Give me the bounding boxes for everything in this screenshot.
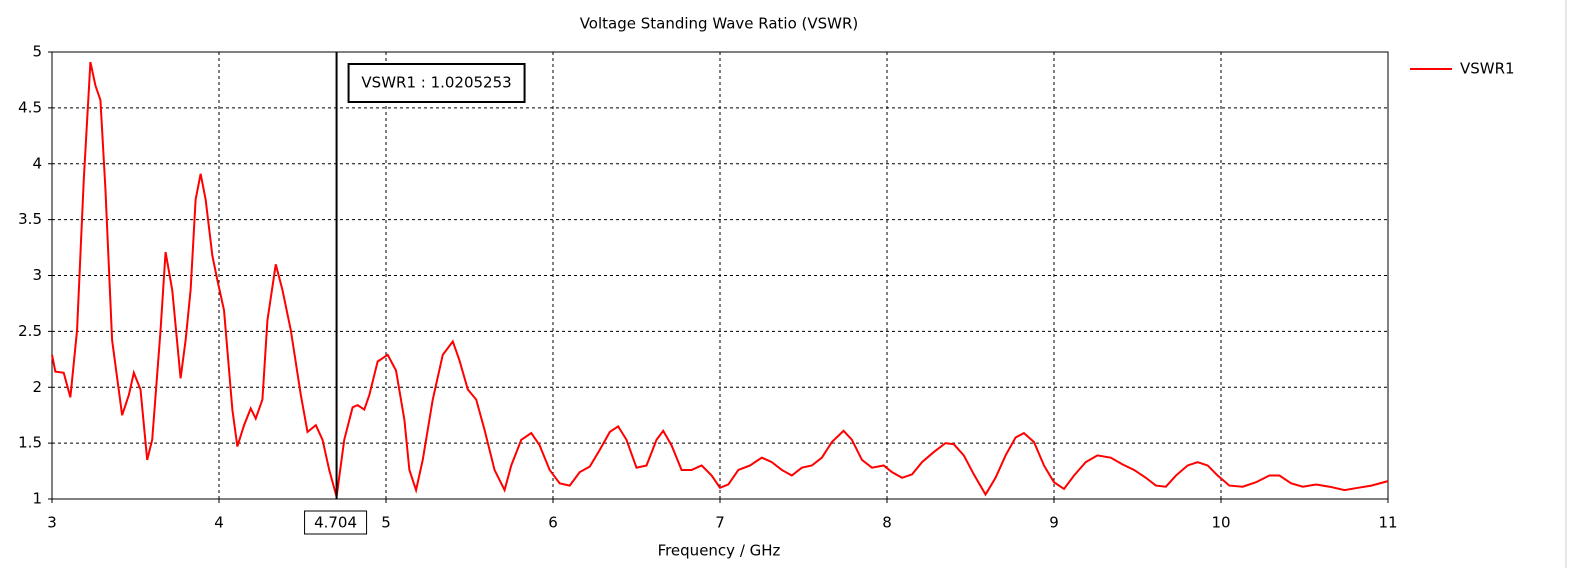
y-tick-label: 4.5 <box>18 98 42 116</box>
x-tick-label: 5 <box>381 514 391 532</box>
legend-label: VSWR1 <box>1460 60 1515 78</box>
x-tick-label: 6 <box>548 514 558 532</box>
x-tick-label: 10 <box>1211 514 1230 532</box>
x-tick-label: 7 <box>715 514 725 532</box>
series-line <box>51 61 1389 498</box>
y-tick-label: 2.5 <box>18 322 42 340</box>
x-axis-title: Frequency / GHz <box>658 542 781 560</box>
x-tick-label: 9 <box>1049 514 1059 532</box>
y-tick-label: 3.5 <box>18 210 42 228</box>
y-tick-label: 3 <box>32 266 42 284</box>
x-tick-label: 8 <box>882 514 892 532</box>
y-tick-label: 4 <box>32 154 42 172</box>
y-tick-label: 2 <box>32 378 42 396</box>
marker-label-box <box>304 510 368 535</box>
plot-border <box>51 51 1389 500</box>
y-tick-label: 1.5 <box>18 434 42 452</box>
y-tick-label: 1 <box>32 490 42 508</box>
chart-title: Voltage Standing Wave Ratio (VSWR) <box>580 15 859 33</box>
marker-label: 4.704 <box>314 514 357 532</box>
annotation: VSWR1 : 1.0205253 <box>361 74 511 92</box>
x-tick-label: 3 <box>47 514 57 532</box>
x-tick-label: 4 <box>214 514 224 532</box>
y-tick-label: 5 <box>32 43 42 61</box>
x-tick-label: 11 <box>1378 514 1397 532</box>
annotation-box <box>347 63 526 103</box>
